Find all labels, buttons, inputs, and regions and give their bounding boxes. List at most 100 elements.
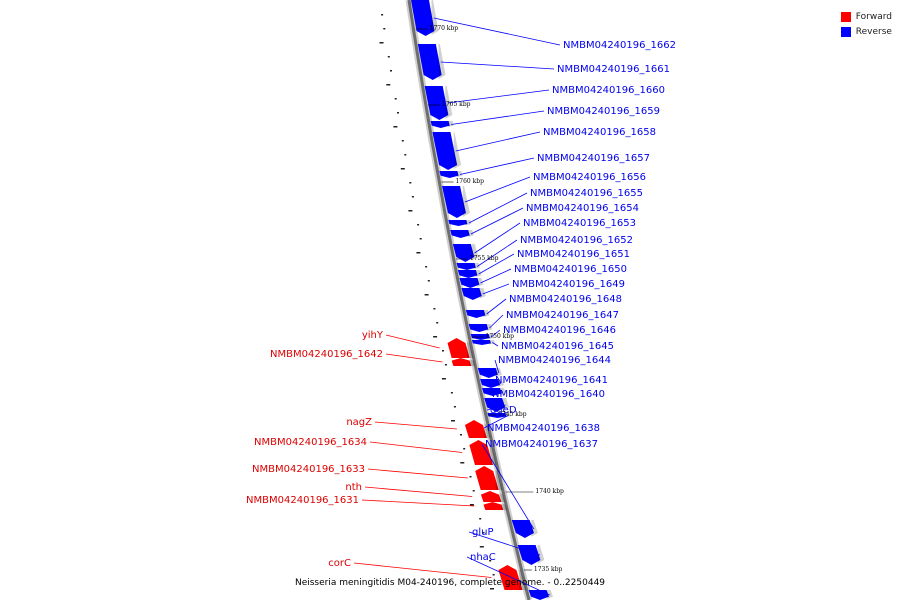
dash-mark <box>482 532 485 534</box>
leader-line <box>478 253 515 275</box>
reverse-gene-13[interactable] <box>459 278 483 288</box>
reverse-gene-1[interactable] <box>411 0 439 36</box>
gene-label[interactable]: queD <box>490 405 517 416</box>
forward-gene-1[interactable] <box>447 338 474 358</box>
reverse-gene-24[interactable] <box>511 520 538 538</box>
legend-reverse: Reverse <box>840 24 892 39</box>
gene-label[interactable]: NMBM04240196_1633 <box>252 464 365 475</box>
gene-label[interactable]: NMBM04240196_1645 <box>501 341 614 352</box>
dash-mark <box>492 574 495 576</box>
leader-line <box>480 268 512 284</box>
forward-swatch <box>840 11 851 22</box>
leader-line <box>468 192 528 224</box>
gene-label[interactable]: NMBM04240196_1642 <box>270 349 383 360</box>
gene-label[interactable]: NMBM04240196_1638 <box>487 423 600 434</box>
leader-line <box>364 486 473 497</box>
gene-label[interactable]: nth <box>345 482 362 493</box>
dash-mark <box>451 420 455 422</box>
gene-label[interactable]: NMBM04240196_1646 <box>503 325 616 336</box>
dash-mark <box>489 560 492 562</box>
reverse-gene-12[interactable] <box>457 270 482 278</box>
gene-label[interactable]: NMBM04240196_1648 <box>509 294 622 305</box>
gene-label[interactable]: NMBM04240196_1649 <box>512 279 625 290</box>
tick-label: 1750 kbp <box>486 333 515 340</box>
reverse-gene-4[interactable] <box>430 121 454 128</box>
reverse-gene-3[interactable] <box>424 86 453 120</box>
reverse-gene-18[interactable] <box>471 340 495 345</box>
reverse-gene-20[interactable] <box>480 379 504 388</box>
gene-label[interactable]: NMBM04240196_1647 <box>506 310 619 321</box>
leader-line <box>451 110 545 125</box>
gene-label[interactable]: NMBM04240196_1655 <box>530 188 643 199</box>
forward-gene-7[interactable] <box>483 502 507 510</box>
gene-label[interactable]: nagZ <box>346 417 372 428</box>
gene-label[interactable]: yihY <box>362 330 384 341</box>
gene-label[interactable]: NMBM04240196_1631 <box>246 495 359 506</box>
gene-label[interactable]: NMBM04240196_1644 <box>498 355 611 366</box>
reverse-gene-6[interactable] <box>439 171 462 178</box>
dash-mark <box>387 56 390 58</box>
outer-tick-dashes <box>379 14 495 590</box>
gene-label[interactable]: NMBM04240196_1652 <box>520 235 633 246</box>
reverse-gene-5[interactable] <box>432 132 461 170</box>
gene-label[interactable]: NMBM04240196_1662 <box>563 40 676 51</box>
reverse-gene-22[interactable] <box>484 398 509 412</box>
reverse-gene-19[interactable] <box>477 368 502 378</box>
forward-gene-3[interactable] <box>464 420 491 438</box>
gene-label[interactable]: NMBM04240196_1659 <box>547 106 660 117</box>
reverse-gene-10[interactable] <box>452 244 478 262</box>
forward-gene-2[interactable] <box>451 358 476 366</box>
forward-gene-5[interactable] <box>475 466 502 490</box>
legend: Forward Reverse <box>840 9 892 39</box>
dash-mark <box>469 476 472 478</box>
forward-gene-8[interactable] <box>498 565 526 590</box>
gene-label[interactable]: NMBM04240196_1634 <box>254 437 367 448</box>
reverse-gene-21[interactable] <box>482 388 506 396</box>
leader-line <box>455 131 541 152</box>
leader-line <box>440 61 555 70</box>
gene-label[interactable]: NMBM04240196_1650 <box>514 264 627 275</box>
leader-line <box>486 298 507 315</box>
dash-mark <box>379 42 384 44</box>
leader-line <box>474 222 521 254</box>
reverse-gene-7[interactable] <box>442 186 470 218</box>
dash-mark <box>436 322 439 324</box>
gene-features <box>411 0 553 600</box>
backbone-line <box>407 0 531 600</box>
gene-label[interactable]: NMBM04240196_1640 <box>492 389 605 400</box>
dash-mark <box>400 168 405 170</box>
leader-line <box>494 359 500 374</box>
tick-label: 1770 kbp <box>430 25 459 32</box>
gene-label[interactable]: NMBM04240196_1658 <box>543 127 656 138</box>
reverse-gene-11[interactable] <box>456 263 480 270</box>
gene-label[interactable]: corC <box>328 558 351 569</box>
reverse-gene-2[interactable] <box>417 44 446 80</box>
reverse-gene-14[interactable] <box>461 288 485 300</box>
gene-label[interactable]: NMBM04240196_1661 <box>557 64 670 75</box>
forward-gene-6[interactable] <box>480 491 506 502</box>
gene-label[interactable]: NMBM04240196_1653 <box>523 218 636 229</box>
gene-label[interactable]: NMBM04240196_1637 <box>485 439 598 450</box>
dash-mark <box>409 182 412 184</box>
leader-line <box>476 239 518 267</box>
dash-mark <box>417 224 420 226</box>
reverse-gene-16[interactable] <box>468 324 493 332</box>
leader-line <box>367 468 468 479</box>
dash-mark <box>433 308 436 310</box>
gene-label[interactable]: NMBM04240196_1641 <box>495 375 608 386</box>
reverse-gene-8[interactable] <box>448 220 471 226</box>
genome-backbone <box>405 0 533 600</box>
dash-mark <box>472 490 475 492</box>
gene-label[interactable]: NMBM04240196_1654 <box>526 203 639 214</box>
gene-label[interactable]: NMBM04240196_1651 <box>517 249 630 260</box>
reverse-gene-9[interactable] <box>450 230 474 238</box>
gene-label[interactable]: nhaC <box>470 552 496 563</box>
dash-mark <box>397 112 399 114</box>
gene-label[interactable]: gluP <box>472 527 494 538</box>
leader-line <box>374 421 457 430</box>
leader-line <box>481 443 535 530</box>
gene-label[interactable]: NMBM04240196_1660 <box>552 85 665 96</box>
gene-label[interactable]: NMBM04240196_1657 <box>537 153 650 164</box>
gene-label[interactable]: NMBM04240196_1656 <box>533 172 646 183</box>
reverse-gene-15[interactable] <box>465 310 490 318</box>
